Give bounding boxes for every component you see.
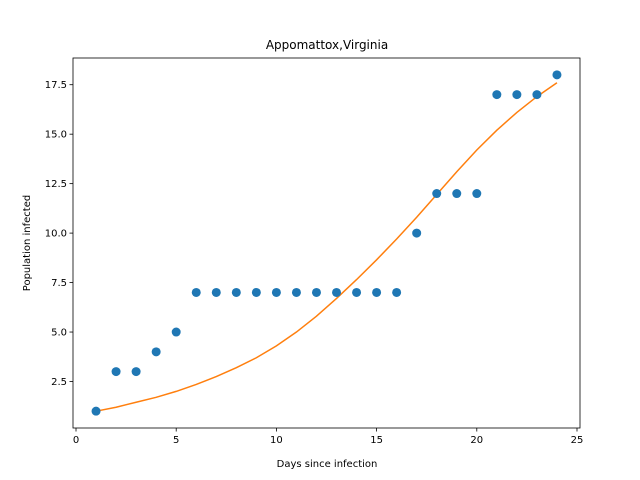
data-point	[452, 189, 462, 199]
x-tick-label: 0	[73, 435, 79, 446]
axes-frame	[72, 57, 581, 429]
y-tick-label: 17.5	[45, 80, 67, 91]
data-point	[291, 287, 301, 297]
fit-line	[95, 82, 558, 412]
x-tick-label: 15	[370, 435, 383, 446]
data-point	[171, 327, 181, 337]
y-tick-label: 7.5	[51, 278, 67, 289]
y-tick-label: 15.0	[45, 130, 67, 141]
data-point	[432, 189, 442, 199]
data-point	[532, 90, 542, 100]
y-tick-label: 2.5	[51, 377, 67, 388]
y-axis-label: Population infected	[22, 195, 33, 291]
data-point	[472, 189, 482, 199]
data-point	[352, 287, 362, 297]
y-tick-label: 12.5	[45, 179, 67, 190]
x-tick-label: 25	[571, 435, 584, 446]
data-point	[492, 90, 502, 100]
data-point	[311, 287, 321, 297]
data-point	[231, 287, 241, 297]
data-point	[412, 228, 422, 238]
plot-area: 0 5 10 15 20 25 2.5 5.0 7.5 10.0 12.5 15.0 17.5	[45, 57, 584, 446]
x-tick-label: 20	[470, 435, 483, 446]
data-point	[552, 70, 562, 80]
data-point	[111, 367, 121, 377]
data-point	[251, 287, 261, 297]
data-point	[392, 287, 402, 297]
x-axis-label: Days since infection	[277, 459, 378, 470]
y-tick-label: 5.0	[51, 328, 67, 339]
data-point	[191, 287, 201, 297]
chart-title: Appomattox,Virginia	[266, 38, 388, 52]
data-point	[271, 287, 281, 297]
data-point	[512, 90, 522, 100]
data-point	[91, 406, 101, 416]
data-point	[131, 367, 141, 377]
data-point	[151, 347, 161, 357]
data-point	[372, 287, 382, 297]
x-tick-label: 10	[270, 435, 283, 446]
y-tick-label: 10.0	[45, 229, 67, 240]
data-point	[211, 287, 221, 297]
data-point	[332, 287, 342, 297]
x-tick-label: 5	[173, 435, 179, 446]
